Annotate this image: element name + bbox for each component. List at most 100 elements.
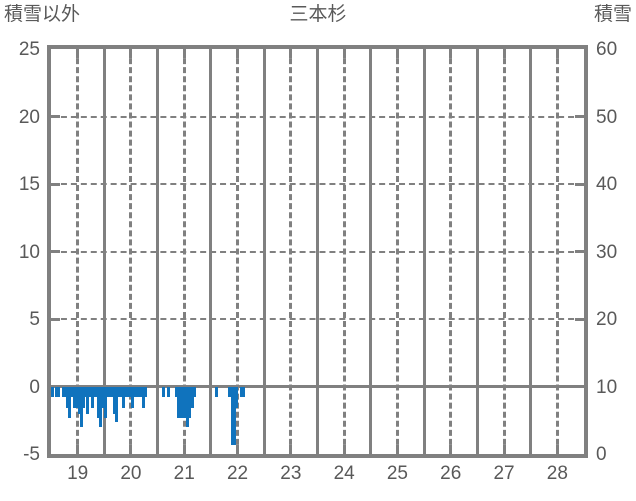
axis-tick-mark (129, 49, 133, 58)
axis-tick-mark (502, 49, 506, 58)
axis-tick-mark (289, 445, 293, 454)
bar (233, 386, 237, 445)
bar (215, 386, 219, 398)
axis-tick-mark (575, 317, 584, 321)
right-axis-tick-label: 0 (596, 444, 607, 465)
bar (128, 386, 132, 398)
axis-tick-mark (289, 49, 293, 58)
bar (72, 386, 76, 409)
axis-tick-mark (395, 445, 399, 454)
axis-tick-mark (76, 49, 80, 58)
x-axis-tick-label: 23 (280, 463, 302, 484)
left-axis-tick-label: 5 (29, 309, 40, 330)
left-axis-tick-label: -5 (23, 444, 40, 465)
bar (166, 386, 170, 398)
x-axis-tick-label: 21 (173, 463, 195, 484)
bar (191, 386, 195, 409)
gridline-horizontal (51, 183, 584, 185)
chart-title: 三本杉 (289, 4, 347, 25)
left-axis-tick-label: 25 (18, 39, 40, 60)
bar (126, 386, 130, 398)
bar (83, 386, 87, 398)
axis-tick-mark (575, 385, 584, 388)
left-axis-tick-label: 20 (18, 106, 40, 128)
plot-inner (51, 49, 584, 454)
left-axis-title: 積雪以外 (4, 4, 81, 25)
bar (144, 386, 148, 398)
bar (184, 386, 188, 418)
bar (132, 386, 136, 398)
axis-tick-mark (575, 182, 584, 186)
plot-area (47, 45, 588, 458)
bar (117, 386, 121, 398)
bar (95, 386, 99, 398)
right-axis-tick-label: 30 (596, 241, 618, 263)
left-axis-tick-label: 0 (29, 376, 40, 398)
axis-tick-mark (182, 49, 186, 58)
bar (161, 386, 165, 398)
bar (97, 386, 101, 418)
axis-tick-mark (51, 250, 60, 253)
bar (99, 386, 103, 427)
bar (186, 386, 190, 427)
bar (93, 386, 96, 398)
bar (130, 386, 134, 409)
bar (86, 386, 90, 414)
axis-tick-mark (51, 317, 60, 321)
bar (68, 386, 72, 418)
axis-tick-mark (575, 115, 584, 118)
x-axis-tick-label: 28 (546, 463, 568, 484)
bar (70, 386, 74, 398)
x-axis-tick-label: 19 (67, 463, 89, 484)
bar (230, 386, 234, 445)
right-axis-tick-label: 10 (596, 376, 618, 398)
bar (79, 386, 83, 427)
bar (193, 386, 197, 398)
bar (137, 386, 141, 398)
bar (74, 386, 78, 409)
right-axis-tick-label: 50 (596, 106, 618, 128)
x-axis-tick-label: 26 (440, 463, 462, 484)
bar (51, 386, 54, 398)
bar (188, 386, 192, 418)
axis-tick-mark (555, 49, 559, 58)
left-axis-tick-label: 10 (18, 241, 40, 263)
bar (66, 386, 70, 409)
axis-tick-mark (342, 445, 346, 454)
bar (182, 386, 186, 418)
axis-tick-mark (182, 445, 186, 454)
bar (61, 386, 65, 398)
axis-tick-mark (502, 445, 506, 454)
axis-tick-mark (236, 49, 240, 58)
gridline-horizontal (51, 115, 584, 118)
bar (106, 386, 110, 398)
bar (135, 386, 139, 398)
left-axis-tick-label: 15 (18, 174, 40, 195)
bar (119, 386, 123, 398)
axis-tick-mark (555, 445, 559, 454)
bar (110, 386, 114, 398)
bar (55, 386, 59, 398)
gridline-horizontal (51, 250, 584, 253)
bar (64, 386, 68, 398)
axis-tick-mark (342, 49, 346, 58)
axis-tick-mark (449, 49, 453, 58)
bar (177, 386, 181, 418)
bar (241, 386, 245, 398)
right-axis-tick-label: 40 (596, 174, 618, 195)
axis-tick-mark (236, 445, 240, 454)
bar (88, 386, 92, 398)
bar (179, 386, 183, 418)
x-axis-tick-label: 24 (333, 463, 355, 484)
axis-tick-mark (129, 445, 133, 454)
x-axis-tick-label: 22 (226, 463, 249, 484)
bar (228, 386, 232, 398)
axis-tick-mark (76, 445, 80, 454)
bar (142, 386, 146, 409)
gridline-horizontal (51, 318, 584, 320)
axis-tick-mark (51, 115, 60, 118)
bar (112, 386, 116, 414)
bar (108, 386, 112, 398)
bar (104, 386, 108, 418)
